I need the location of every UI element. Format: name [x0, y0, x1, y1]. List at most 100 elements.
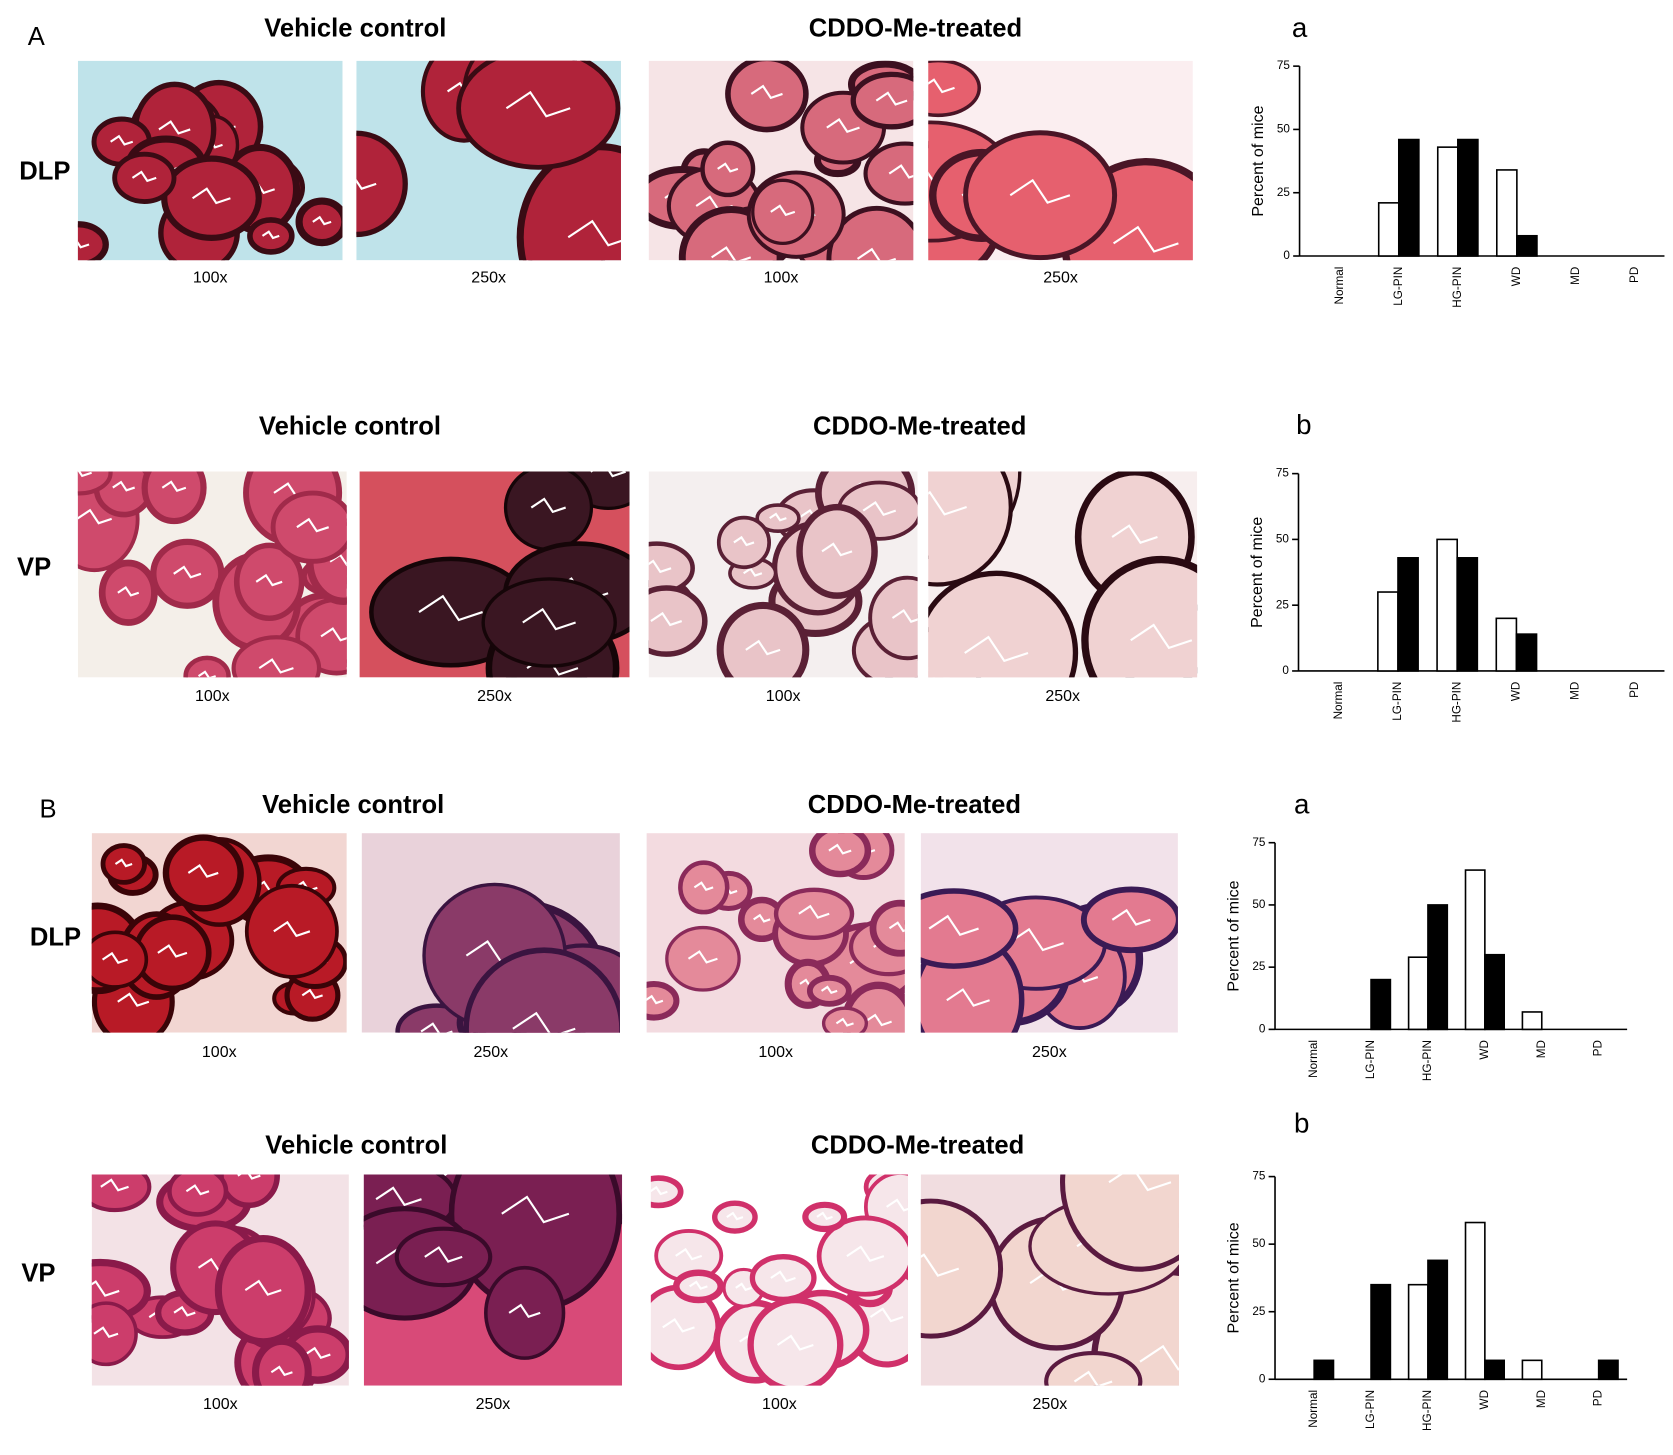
lumen — [743, 567, 763, 577]
x-tick-label: HG-PIN — [1421, 1390, 1434, 1431]
lumen — [296, 517, 330, 533]
bar — [1370, 1283, 1392, 1381]
lumen — [826, 117, 860, 133]
x-tick-label: HG-PIN — [1450, 682, 1463, 723]
lumen — [77, 471, 92, 478]
bar — [1407, 956, 1429, 1031]
gland — [816, 1215, 908, 1297]
y-tick-label: 0 — [1259, 1372, 1266, 1385]
y-tick-label: 0 — [1283, 249, 1290, 262]
bar — [1313, 1359, 1335, 1381]
gland — [648, 585, 708, 657]
tissue-pattern — [77, 60, 343, 261]
micrograph — [91, 1174, 349, 1386]
lumen — [1073, 1370, 1113, 1386]
gland — [747, 1296, 844, 1386]
bar — [1516, 234, 1538, 257]
micrograph — [91, 833, 347, 1033]
magnification: 100x — [766, 688, 801, 705]
lumen — [816, 1211, 833, 1221]
lumen — [567, 219, 621, 247]
lumen — [261, 230, 280, 240]
gland — [270, 490, 347, 564]
micrograph — [648, 60, 914, 261]
y-tick-label: 0 — [1259, 1022, 1266, 1035]
gland — [963, 130, 1118, 261]
tissue-pattern — [359, 471, 630, 678]
chart-label: b — [1294, 1108, 1309, 1139]
x-tick-label: WD — [1478, 1040, 1491, 1060]
gland — [850, 71, 914, 130]
gland — [251, 1337, 312, 1386]
tissue-label: VP — [17, 553, 51, 581]
gland — [91, 1301, 138, 1367]
lumen — [356, 178, 377, 190]
y-tick-label: 75 — [1252, 836, 1266, 849]
gland — [463, 947, 620, 1033]
magnification: 100x — [203, 1396, 238, 1413]
group-title: Vehicle control — [264, 15, 446, 43]
gland — [1081, 555, 1198, 678]
micrograph — [920, 1174, 1179, 1386]
lumen — [891, 609, 918, 623]
x-tick-label: Normal — [1307, 1040, 1320, 1078]
group-title: CDDO-Me-treated — [808, 791, 1021, 819]
bar — [1377, 591, 1399, 672]
lumen — [418, 594, 483, 622]
bar — [1515, 633, 1538, 672]
lumen — [1139, 1344, 1179, 1371]
y-tick-label: 25 — [1252, 1305, 1266, 1318]
lumen — [1111, 908, 1151, 926]
gland — [809, 833, 872, 878]
bar — [1370, 978, 1392, 1031]
x-tick-label: LG-PIN — [1392, 267, 1405, 306]
bar — [1436, 538, 1459, 672]
lumen — [522, 607, 576, 631]
lumen — [769, 512, 787, 522]
lumen — [928, 914, 979, 936]
lumen — [237, 1174, 261, 1180]
lumen — [946, 988, 990, 1007]
lumen — [114, 858, 133, 868]
tissue-pattern — [648, 471, 918, 678]
lumen — [590, 471, 626, 478]
panel-label: A — [28, 23, 46, 51]
micrograph — [920, 833, 1178, 1033]
lumen — [675, 1247, 703, 1261]
gland — [481, 577, 617, 668]
lumen — [770, 204, 796, 217]
lumen — [187, 863, 219, 878]
lumen — [501, 1195, 570, 1224]
y-axis-label: Percent of mice — [1226, 880, 1243, 991]
x-tick-label: PD — [1628, 267, 1641, 283]
magnification: 100x — [202, 1044, 237, 1061]
lumen — [835, 1017, 854, 1027]
gland — [484, 1265, 566, 1360]
lumen — [375, 1186, 422, 1207]
lumen — [77, 241, 90, 249]
lumen — [512, 1011, 576, 1033]
lumen — [928, 490, 967, 516]
x-tick-label: HG-PIN — [1421, 1040, 1434, 1081]
gland — [920, 1198, 1004, 1339]
micrograph — [77, 60, 343, 261]
lumen — [1009, 178, 1071, 204]
bar — [1484, 1359, 1506, 1381]
x-tick-label: MD — [1569, 682, 1582, 700]
y-tick-label: 75 — [1277, 59, 1291, 72]
panel-label: B — [39, 795, 56, 823]
micrograph — [77, 471, 347, 678]
lumen — [753, 913, 771, 923]
x-tick-label: LG-PIN — [1364, 1040, 1377, 1079]
lumen — [424, 1246, 463, 1263]
micrograph — [648, 471, 918, 678]
y-axis-label: Percent of mice — [1226, 1222, 1243, 1333]
micrograph — [363, 1174, 623, 1386]
lumen — [693, 881, 714, 892]
lumen — [173, 1305, 196, 1317]
lumen — [717, 162, 739, 173]
lumen — [750, 84, 783, 100]
lumen — [820, 985, 838, 995]
micrograph — [928, 60, 1193, 261]
lumen — [320, 627, 347, 642]
